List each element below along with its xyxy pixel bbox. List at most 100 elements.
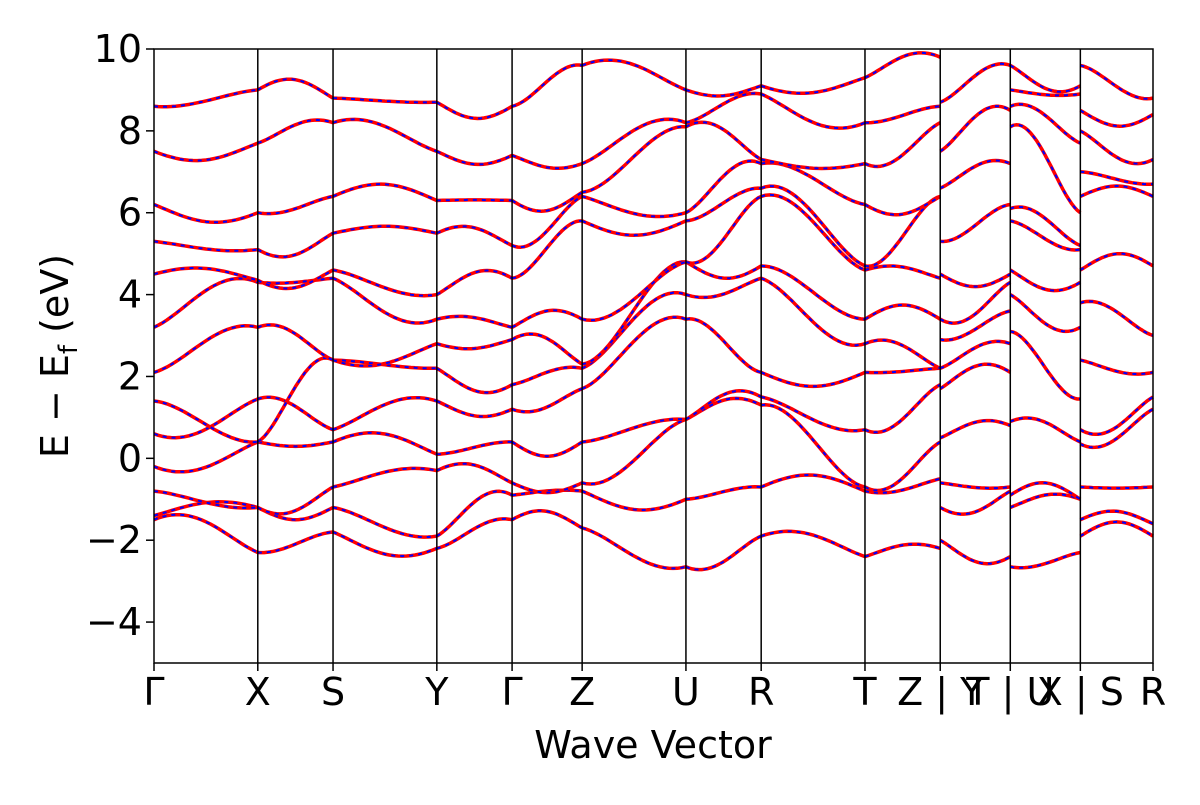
y-tick-label: 4 (118, 273, 142, 317)
band-line-dashed (511, 481, 583, 494)
band-line-dashed (1080, 64, 1154, 100)
x-tick-label: T (852, 670, 877, 714)
band-line-solid (685, 91, 762, 125)
band-line-dashed (939, 539, 1011, 565)
band-line-dashed (760, 93, 866, 130)
band-line-dashed (864, 383, 941, 434)
band-line-solid (581, 489, 687, 512)
band-line-dashed (257, 232, 334, 258)
band-line-dashed (864, 195, 941, 216)
band-line-solid (1009, 102, 1082, 145)
band-line-solid (153, 324, 259, 375)
band-line-solid (332, 505, 438, 539)
band-line-dashed (332, 531, 438, 558)
x-tick-label: X (245, 670, 271, 714)
band-line-dashed (865, 105, 941, 124)
band-line-solid (511, 387, 583, 414)
band-line-solid (332, 276, 438, 325)
band-line-dashed (864, 367, 941, 374)
band-line-dashed (332, 396, 438, 431)
band-line-dashed (939, 62, 1011, 104)
band-line-dashed (1009, 493, 1081, 509)
y-tick-label: 0 (118, 436, 142, 480)
band-line-dashed (1079, 109, 1154, 128)
band-line-dashed (257, 396, 334, 431)
y-tick-label: 2 (118, 354, 142, 398)
band-line-dashed (685, 84, 762, 98)
band-line-dashed (257, 486, 334, 515)
band-line-solid (511, 63, 583, 108)
band-line-solid (257, 395, 334, 432)
band-line-solid (153, 239, 258, 253)
band-line-dashed (1010, 205, 1081, 247)
band-line-dashed (1009, 481, 1081, 501)
band-line-solid (939, 158, 1011, 190)
band-line-solid (864, 338, 941, 370)
band-line-solid (153, 266, 259, 282)
band-line-dashed (685, 277, 762, 299)
band-line-dashed (864, 265, 941, 280)
band-line-dashed (939, 105, 1011, 153)
band-line-dashed (257, 356, 334, 443)
band-line-solid (1079, 299, 1154, 338)
y-axis-label: E − Ef (eV) (33, 254, 84, 458)
band-line-dashed (257, 78, 334, 99)
band-line-dashed (939, 490, 1011, 516)
band-line-solid (1079, 63, 1154, 101)
band-line-solid (939, 362, 1012, 391)
band-line-dashed (1080, 300, 1154, 337)
band-line-dashed (1079, 184, 1154, 198)
band-line-solid (436, 517, 513, 551)
band-line-solid (1009, 293, 1082, 334)
band-line-solid (760, 395, 866, 433)
band-line-solid (435, 489, 513, 538)
band-line-solid (153, 440, 259, 474)
band-line-solid (864, 194, 942, 217)
band-line-solid (581, 417, 686, 444)
band-line-solid (685, 186, 762, 223)
band-line-solid (760, 92, 866, 130)
band-line-dashed (153, 441, 259, 473)
band-line-dashed (332, 277, 438, 324)
band-line-solid (332, 96, 437, 105)
band-line-dashed (436, 150, 513, 166)
band-line-dashed (940, 203, 1011, 243)
band-line-dashed (436, 198, 513, 202)
band-line-dashed (1079, 252, 1154, 271)
band-line-dashed (685, 195, 762, 265)
band-line-dashed (581, 59, 687, 91)
band-line-dashed (939, 340, 1011, 370)
y-axis-label-unit: (eV) (33, 254, 77, 345)
band-line-solid (1009, 416, 1082, 444)
band-line-dashed (581, 125, 686, 194)
band-line-dashed (1009, 123, 1081, 214)
band-line-solid (685, 120, 763, 162)
band-line-dashed (511, 64, 583, 108)
band-line-dashed (581, 219, 687, 237)
band-line-solid (332, 224, 438, 235)
band-line-dashed (153, 142, 259, 162)
band-line-dashed (257, 195, 334, 215)
band-line-dashed (153, 203, 259, 224)
band-line-solid (760, 157, 866, 171)
band-line-solid (435, 366, 513, 395)
band-line-dashed (1009, 293, 1081, 333)
band-line-solid (1010, 550, 1081, 570)
band-line-solid (1079, 251, 1154, 272)
band-line-dashed (581, 195, 687, 218)
band-line-solid (511, 308, 583, 329)
band-line-dashed (760, 193, 866, 271)
band-line-solid (153, 489, 258, 510)
high-symmetry-lines (257, 49, 1082, 663)
band-line-solid (1009, 492, 1081, 510)
band-line-dashed (1010, 551, 1081, 569)
band-line-solid (1009, 329, 1081, 401)
band-line-solid (685, 260, 763, 281)
band-line-solid (153, 202, 259, 225)
x-axis-label: Wave Vector (534, 723, 772, 767)
band-line-dashed (760, 395, 866, 432)
band-line-solid (760, 529, 866, 559)
band-line-dashed (332, 269, 437, 297)
band-line-solid (1079, 129, 1154, 166)
